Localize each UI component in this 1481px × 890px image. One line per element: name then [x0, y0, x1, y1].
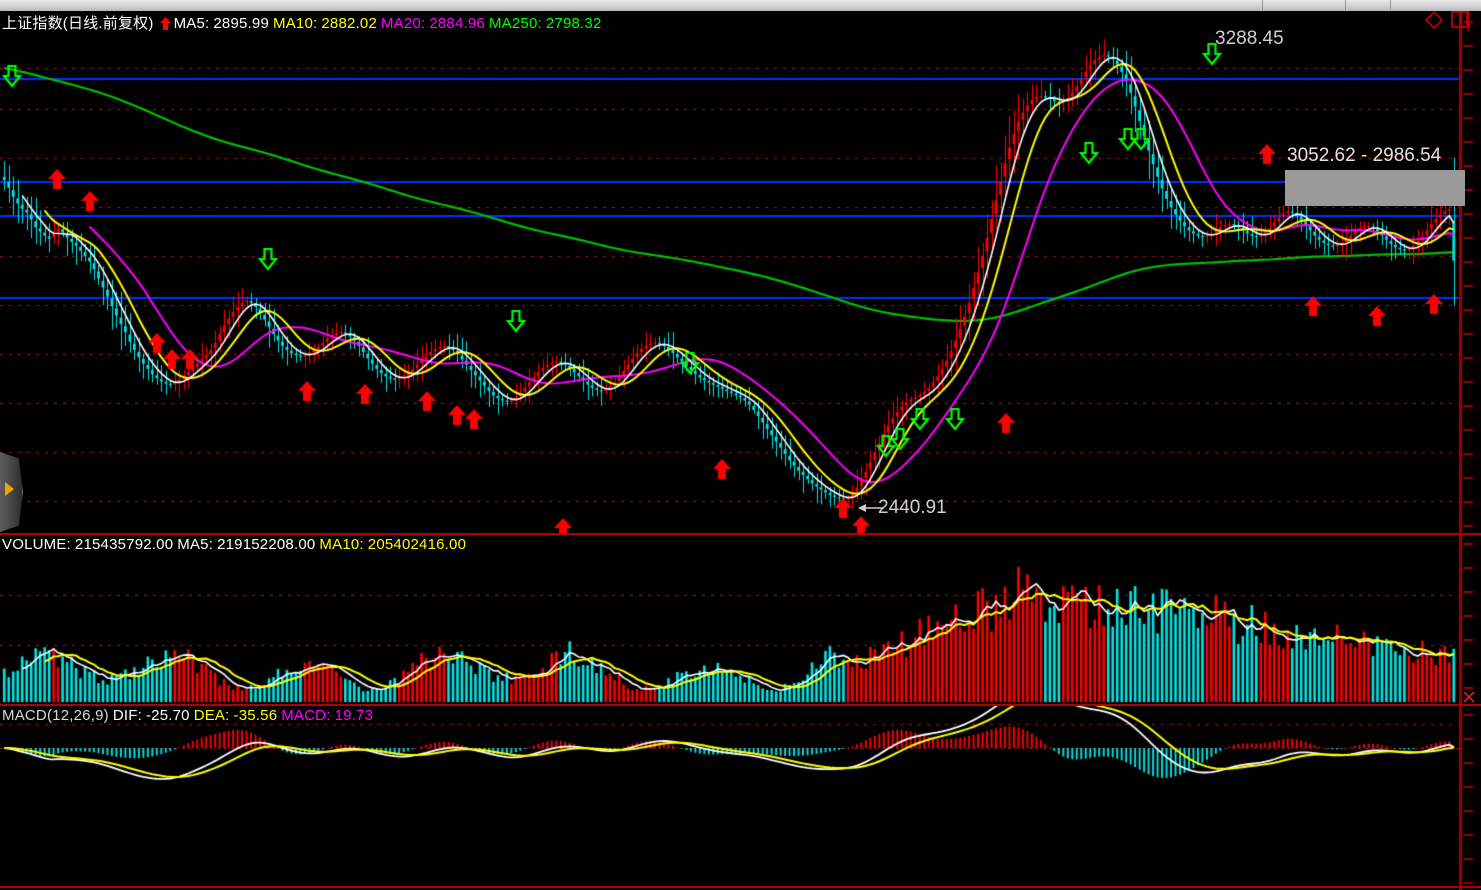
macd-panel-header: MACD(12,26,9) DIF: -25.70 DEA: -35.56 MACD: 19… — [2, 707, 377, 724]
ma5-value: 2895.99 — [213, 15, 269, 32]
ma20-label: MA20: — [380, 15, 426, 32]
expand-sidebar-handle[interactable] — [0, 452, 23, 532]
ma5-label: MA5: — [173, 15, 210, 32]
volume-ma10-label: MA10: — [319, 536, 364, 553]
ma250-value: 2798.32 — [545, 15, 602, 32]
panel-divider-bottom — [0, 886, 1481, 888]
diamond-icon[interactable] — [1425, 11, 1443, 29]
macd-name: MACD(12,26,9) — [2, 707, 109, 724]
price-chart-panel[interactable] — [0, 11, 1481, 533]
ma10-value: 2882.02 — [321, 15, 377, 32]
low-price-leader-arrow-icon — [858, 504, 884, 512]
selection-range-label: 3052.62 - 2986.54 — [1287, 145, 1442, 166]
macd-chart-canvas[interactable] — [0, 706, 1481, 890]
ma20-value: 2884.96 — [429, 15, 485, 32]
dif-label: DIF: — [112, 707, 142, 724]
close-x-icon[interactable] — [1462, 690, 1476, 704]
chrome-separator — [1262, 0, 1263, 11]
symbol-title: 上证指数(日线.前复权) — [2, 15, 154, 32]
volume-ma5-value: 219152208.00 — [217, 536, 316, 553]
chrome-separator — [1390, 0, 1391, 11]
macd-hist-value: 19.73 — [334, 707, 374, 724]
volume-ma5-label: MA5: — [177, 536, 214, 553]
volume-panel-header: VOLUME: 215435792.00 MA5: 219152208.00 MA10:… — [2, 536, 470, 553]
panel-divider-volume-macd[interactable] — [0, 704, 1481, 706]
low-price-label: 2440.91 — [878, 497, 947, 518]
up-arrow-icon — [159, 17, 171, 30]
dea-label: DEA: — [193, 707, 230, 724]
macd-chart-panel[interactable] — [0, 706, 1481, 890]
high-price-label: 3288.45 — [1215, 28, 1284, 49]
volume-value: 215435792.00 — [74, 536, 174, 553]
volume-ma10-value: 205402416.00 — [367, 536, 467, 553]
dif-value: -25.70 — [145, 707, 190, 724]
expand-sidebar-arrow-icon — [5, 482, 14, 496]
ma250-label: MA250: — [488, 15, 542, 32]
ma10-label: MA10: — [273, 15, 318, 32]
volume-chart-panel[interactable] — [0, 535, 1481, 704]
price-panel-header: 上证指数(日线.前复权) MA5: 2895.99 MA10: 2882.02 MA20:… — [2, 12, 606, 33]
dea-value: -35.56 — [233, 707, 278, 724]
volume-label: VOLUME: — [2, 536, 71, 553]
volume-chart-canvas[interactable] — [0, 535, 1481, 704]
panel-divider-price-volume[interactable] — [0, 533, 1481, 535]
price-chart-canvas[interactable] — [0, 11, 1481, 533]
chrome-separator — [1345, 0, 1346, 11]
selection-range-band[interactable] — [1285, 170, 1465, 206]
split-panel-icon[interactable] — [1451, 11, 1470, 31]
macd-hist-label: MACD: — [281, 707, 331, 724]
